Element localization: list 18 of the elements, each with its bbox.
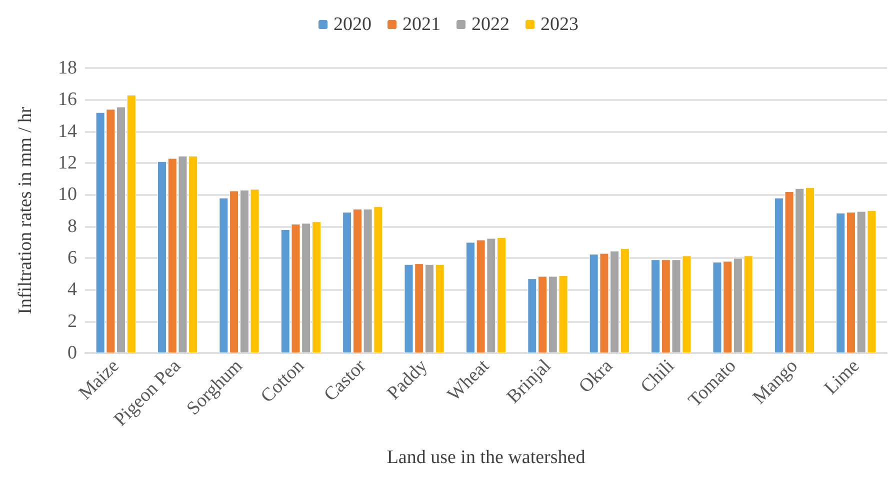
y-tick-label: 16 — [58, 89, 77, 110]
y-tick-label: 18 — [58, 58, 77, 78]
y-tick-label: 14 — [58, 120, 78, 142]
x-axis-title: Land use in the watershed — [386, 447, 586, 468]
y-tick-label: 12 — [58, 152, 77, 174]
x-tick-label: Chili — [636, 356, 678, 398]
y-tick-label: 10 — [58, 184, 77, 206]
y-tick-label: 2 — [68, 310, 77, 332]
y-tick-label: 6 — [68, 248, 77, 268]
y-axis-title: Infiltration rates in mm / hr — [15, 106, 36, 314]
y-tick-label: 4 — [68, 279, 78, 300]
y-tick-label: 8 — [68, 216, 77, 237]
y-tick-label: 0 — [68, 342, 77, 364]
legend-label: 2023 — [540, 14, 578, 35]
x-tick-label: Okra — [575, 355, 618, 398]
legend-label: 2022 — [472, 14, 510, 35]
legend-label: 2020 — [334, 14, 372, 35]
legend-label: 2021 — [402, 14, 440, 35]
